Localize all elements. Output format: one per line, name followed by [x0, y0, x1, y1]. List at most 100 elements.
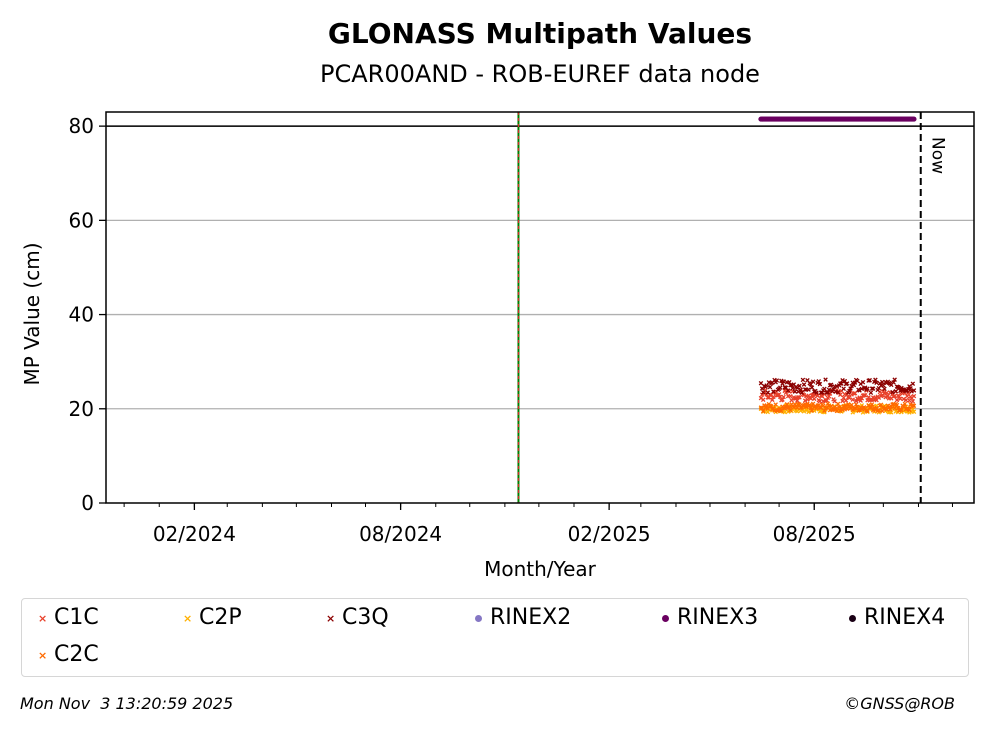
data-point: [767, 384, 773, 390]
data-point: [853, 398, 859, 404]
data-point: [896, 394, 902, 399]
legend-label-rinex3: RINEX3: [677, 605, 759, 630]
data-point: [760, 408, 766, 414]
data-point: [874, 380, 879, 385]
data-point: [894, 402, 900, 408]
data-point: [849, 402, 854, 408]
data-point: [850, 397, 856, 402]
data-point: [774, 378, 780, 383]
data-point: [838, 408, 843, 414]
data-point: [910, 407, 916, 412]
data-point: [765, 390, 771, 395]
data-point: [911, 403, 917, 409]
data-point: [802, 398, 808, 403]
data-point: [835, 390, 841, 395]
data-point: [817, 381, 823, 387]
data-point: [904, 393, 910, 399]
y-tick-label: 60: [69, 208, 94, 232]
data-point: [838, 381, 843, 386]
data-point: [887, 407, 893, 412]
data-point: [855, 378, 860, 384]
data-point: [790, 385, 795, 391]
data-point: [883, 394, 888, 400]
data-point: [911, 393, 917, 399]
data-point: [815, 393, 820, 398]
data-point: [867, 377, 873, 383]
data-point: [910, 381, 916, 386]
data-point: [787, 405, 792, 411]
series-c3q: [758, 377, 917, 396]
data-point: [832, 398, 837, 404]
data-point: [794, 405, 800, 410]
data-point: [845, 402, 851, 407]
data-point: [879, 379, 885, 385]
data-point: [799, 390, 805, 395]
y-tick-label: 80: [69, 114, 94, 138]
data-point: [833, 406, 839, 412]
x-tick-label: 08/2024: [359, 522, 442, 546]
data-point: [889, 410, 894, 415]
data-point: [825, 401, 831, 406]
data-point: [869, 386, 875, 391]
data-point: [901, 396, 907, 402]
data-point: [862, 393, 868, 398]
data-point: [908, 386, 913, 391]
data-point: [907, 407, 912, 413]
data-point: [840, 398, 845, 404]
series-c2c: [758, 401, 917, 414]
legend-marker-rinex4: [849, 615, 856, 622]
legend-label-rinex4: RINEX4: [864, 605, 946, 630]
data-point: [822, 386, 827, 392]
data-point: [843, 403, 849, 408]
data-point: [911, 388, 917, 393]
data-point: [893, 388, 899, 394]
legend-label-rinex2: RINEX2: [490, 605, 572, 630]
data-point: [777, 385, 783, 390]
data-point: [870, 386, 876, 391]
data-point: [847, 388, 852, 394]
data-point: [800, 377, 806, 383]
data-point: [851, 382, 857, 388]
data-point: [788, 407, 793, 413]
y-tick-label: 0: [81, 491, 94, 515]
data-point: [903, 397, 909, 403]
data-point: [869, 402, 875, 407]
data-point: [868, 404, 874, 410]
series-rinex3: [758, 116, 917, 122]
data-point: [848, 386, 853, 391]
data-point: [911, 116, 917, 122]
data-point: [814, 390, 819, 395]
data-point: [801, 382, 807, 387]
data-point: [766, 380, 772, 385]
data-point: [852, 390, 858, 396]
data-point: [911, 409, 917, 414]
data-point: [824, 397, 829, 403]
data-point: [900, 387, 905, 392]
data-point: [781, 379, 786, 384]
data-point: [899, 407, 904, 413]
data-point: [770, 397, 775, 403]
data-point: [902, 401, 908, 407]
data-point: [780, 381, 785, 386]
legend-marker-c3q: ×: [326, 612, 336, 625]
data-point: [844, 381, 850, 386]
data-point: [806, 387, 811, 392]
data-point: [808, 405, 814, 411]
legend-marker-c2p: ×: [183, 612, 193, 625]
x-tick-label: 08/2025: [773, 522, 856, 546]
data-point: [760, 397, 766, 403]
data-point: [892, 377, 897, 382]
data-point: [817, 398, 823, 404]
data-point: [821, 398, 826, 404]
data-point: [861, 392, 867, 398]
data-point: [841, 386, 846, 392]
data-point: [894, 397, 900, 403]
data-point: [809, 385, 815, 390]
data-point: [794, 398, 800, 403]
data-point: [758, 380, 764, 386]
chart-subtitle: PCAR00AND - ROB-EUREF data node: [320, 60, 760, 88]
data-point: [847, 395, 852, 401]
x-axis-label: Month/Year: [484, 557, 597, 581]
data-point: [798, 387, 803, 392]
